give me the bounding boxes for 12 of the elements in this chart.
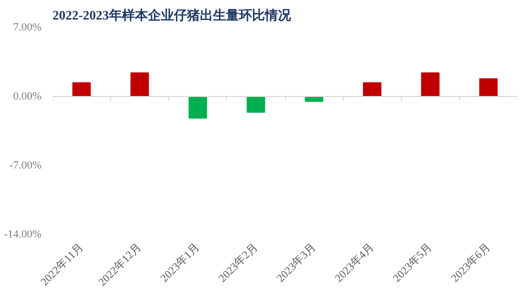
bar [188,96,208,119]
bar [130,72,149,97]
bar [421,72,440,97]
y-tick-label: -7.00% [9,160,42,172]
bar [479,78,498,97]
bar [362,82,382,97]
y-tick-label: 7.00% [13,22,42,34]
y-tick-label: 0.00% [13,90,42,102]
bar [72,82,91,97]
bar [246,96,266,113]
chart-title: 2022-2023年样本企业仔猪出生量环比情况 [52,8,292,22]
y-tick-label: -14.00% [4,228,42,240]
